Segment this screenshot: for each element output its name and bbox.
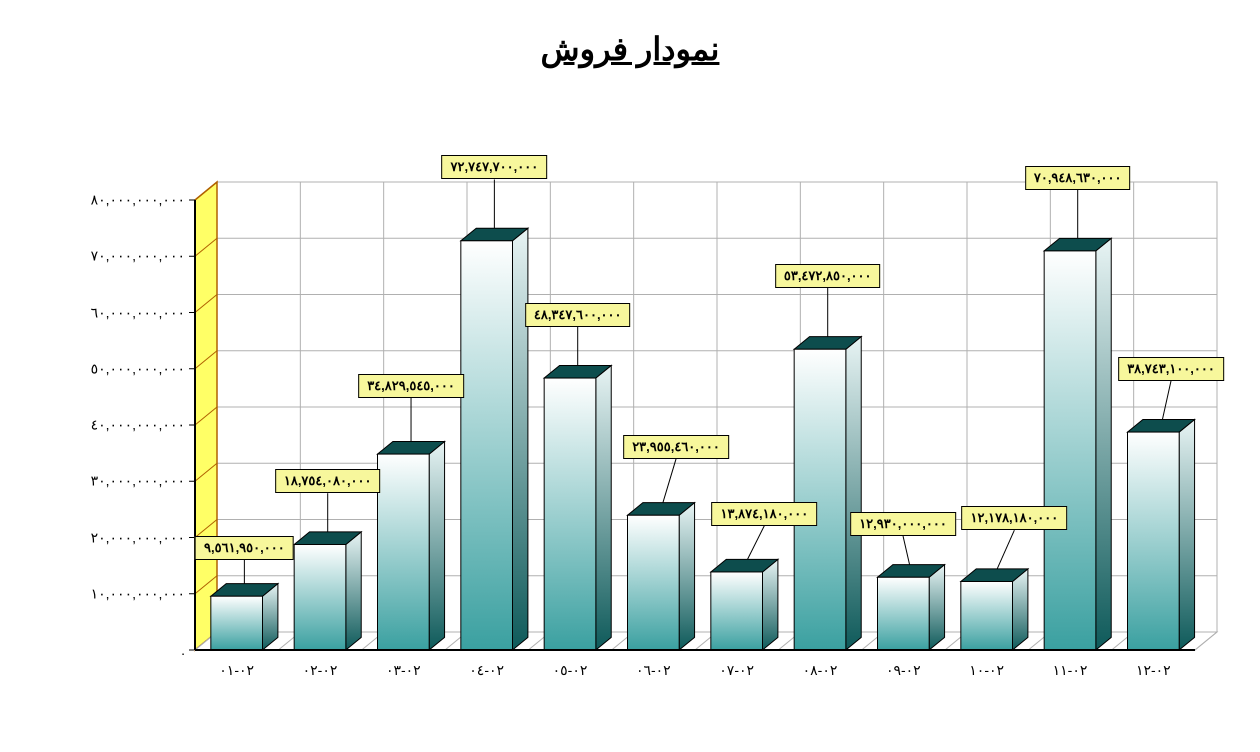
y-tick-label: ٣٠,٠٠٠,٠٠٠,٠٠٠ [91,473,185,490]
data-label: ٧٢,٧٤٧,٧٠٠,٠٠٠ [442,155,548,179]
y-tick-label: ١٠,٠٠٠,٠٠٠,٠٠٠ [91,585,185,602]
y-tick-label: ٨٠,٠٠٠,٠٠٠,٠٠٠ [91,192,185,209]
data-label: ٧٠,٩٤٨,٦٣٠,٠٠٠ [1025,166,1131,190]
data-label: ٣٤,٨٢٩,٥٤٥,٠٠٠ [358,374,464,398]
x-tick-label: ٠٢-٠٥ [553,662,588,679]
y-tick-label: ٢٠,٠٠٠,٠٠٠,٠٠٠ [91,529,185,546]
data-label: ١٢,١٧٨,١٨٠,٠٠٠ [962,506,1068,530]
x-tick-label: ٠٢-٠١ [219,662,254,679]
y-tick-label: ٧٠,٠٠٠,٠٠٠,٠٠٠ [91,248,185,265]
chart-stage: نمودار فروش . ١٠,٠٠٠,٠٠٠,٠٠٠ ٢٠,٠٠٠,٠٠٠,٠٠… [0,0,1260,752]
data-label: ٩,٥٦١,٩٥٠,٠٠٠ [195,536,294,560]
y-tick-label: ٤٠,٠٠٠,٠٠٠,٠٠٠ [91,417,185,434]
chart-svg [0,0,1260,752]
data-label: ١٣,٨٧٤,١٨٠,٠٠٠ [712,502,818,526]
data-label: ١٨,٧٥٤,٠٨٠,٠٠٠ [275,469,381,493]
x-tick-label: ٠٢-١٢ [1136,662,1171,679]
y-tick-label: ٦٠,٠٠٠,٠٠٠,٠٠٠ [91,304,185,321]
data-label: ٥٣,٤٧٢,٨٥٠,٠٠٠ [775,264,881,288]
x-tick-label: ٠٢-٠٨ [803,662,838,679]
x-tick-label: ٠٢-٠٧ [719,662,754,679]
x-tick-label: ٠٢-١٠ [969,662,1004,679]
data-label: ٣٨,٧٤٣,١٠٠,٠٠٠ [1118,357,1224,381]
data-label: ٢٣,٩٥٥,٤٦٠,٠٠٠ [623,435,729,459]
x-tick-label: ٠٢-١١ [1053,662,1088,679]
data-label: ١٢,٩٣٠,٠٠٠,٠٠٠ [850,512,956,536]
x-tick-label: ٠٢-٠٤ [469,662,504,679]
data-label: ٤٨,٣٤٧,٦٠٠,٠٠٠ [525,303,631,327]
x-tick-label: ٠٢-٠٦ [636,662,671,679]
y-tick-label: ٥٠,٠٠٠,٠٠٠,٠٠٠ [91,360,185,377]
x-tick-label: ٠٢-٠٣ [386,662,421,679]
x-tick-label: ٠٢-٠٩ [886,662,921,679]
y-tick-label: . [181,642,185,658]
chart-title: نمودار فروش [0,30,1260,68]
x-tick-label: ٠٢-٠٢ [303,662,338,679]
